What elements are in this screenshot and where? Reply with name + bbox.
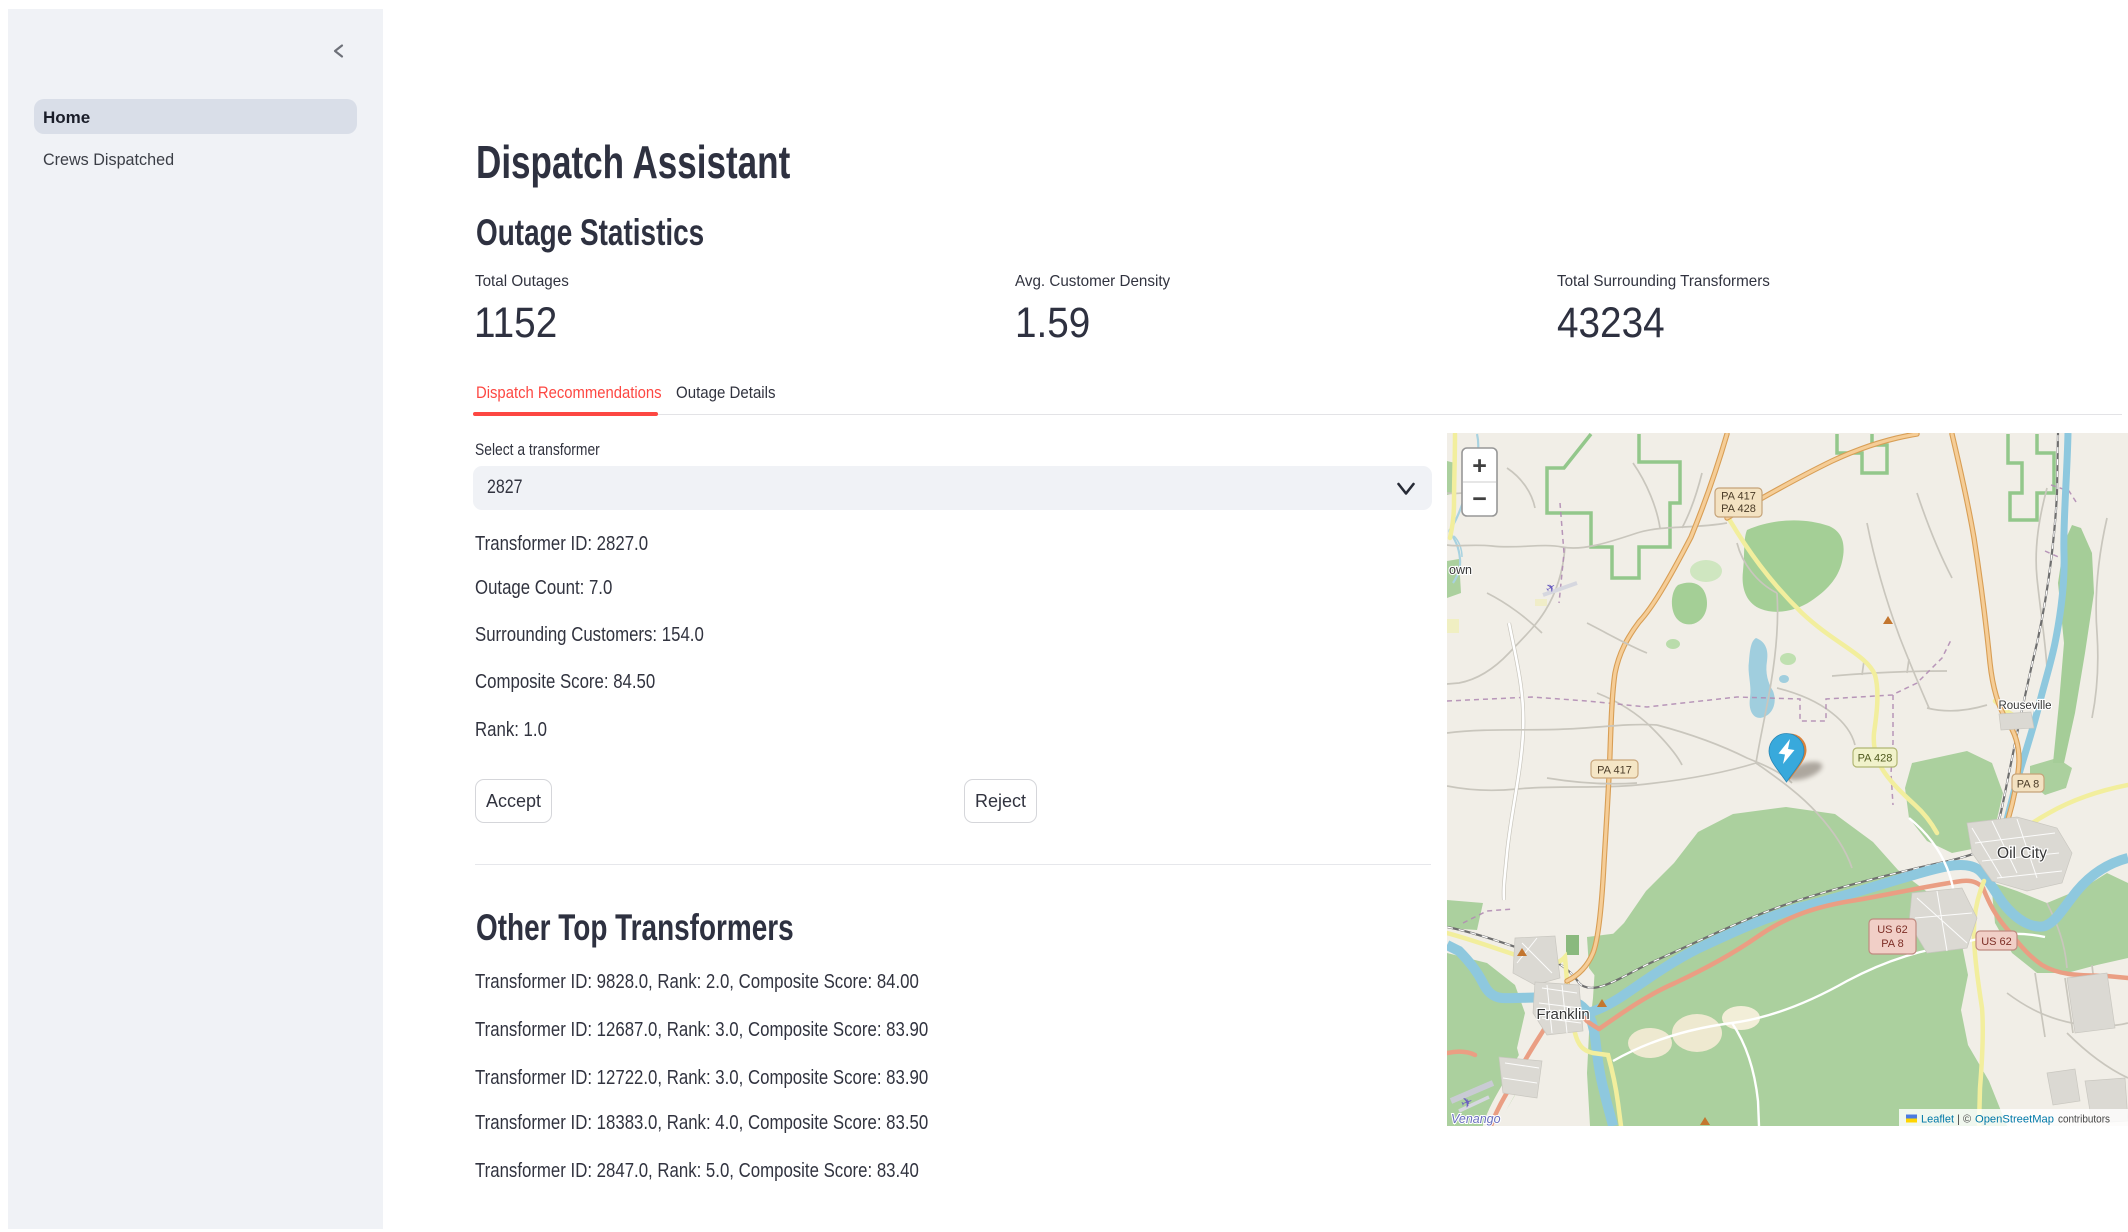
svg-text:PA 428: PA 428	[1858, 753, 1893, 765]
svg-text:Rouseville: Rouseville	[1998, 700, 2051, 712]
svg-text:✈: ✈	[1459, 1093, 1475, 1112]
svg-text:PA 417: PA 417	[1721, 491, 1756, 503]
svg-text:PA 417: PA 417	[1597, 765, 1632, 777]
svg-text:Venango: Venango	[1451, 1112, 1501, 1126]
svg-text:Leaflet: Leaflet	[1921, 1114, 1954, 1126]
svg-text:contributors: contributors	[2058, 1114, 2110, 1126]
svg-text:Franklin: Franklin	[1536, 1006, 1589, 1023]
svg-text:PA 428: PA 428	[1721, 503, 1756, 515]
svg-text:+: +	[1472, 452, 1487, 480]
svg-text:Oil City: Oil City	[1997, 845, 2047, 862]
svg-text:|: |	[1957, 1114, 1960, 1126]
svg-text:−: −	[1472, 485, 1487, 513]
svg-text:©: ©	[1963, 1114, 1971, 1126]
svg-text:own: own	[1449, 563, 1472, 577]
svg-text:US 62: US 62	[1877, 924, 1908, 936]
svg-text:US 62: US 62	[1981, 936, 2012, 948]
svg-text:PA 8: PA 8	[2017, 779, 2039, 791]
svg-text:OpenStreetMap: OpenStreetMap	[1975, 1114, 2054, 1126]
svg-text:PA 8: PA 8	[1881, 938, 1903, 950]
